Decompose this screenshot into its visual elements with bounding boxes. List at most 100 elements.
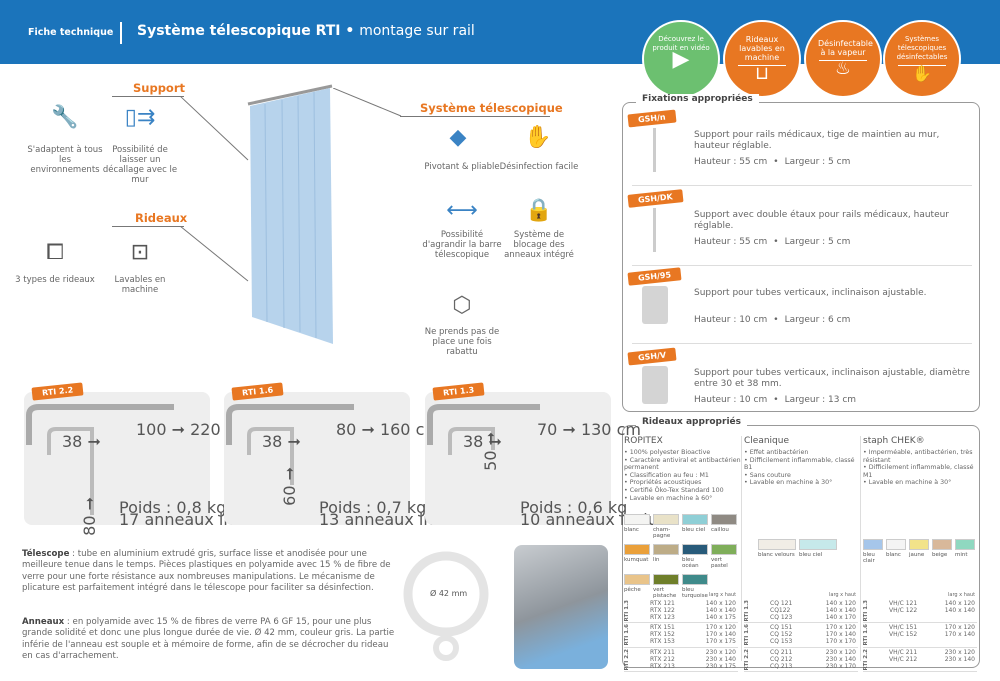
dim-header: larg x haut	[829, 592, 857, 598]
swatch-name: mint	[955, 552, 968, 558]
brand-name: staph CHEK®	[863, 436, 925, 446]
badge-label: Découvrez le produit en vidéo	[652, 35, 710, 52]
wash-basin-icon: ⊔	[754, 63, 770, 84]
reference-code: CQ 211	[770, 648, 793, 656]
badge-label: Rideaux lavables en machine	[739, 35, 785, 62]
rideaux-underline	[112, 226, 184, 227]
model-label: RTI 1.6	[744, 624, 750, 646]
model-label: RTI 1.3	[624, 600, 630, 622]
reference-size: 170 x 140	[825, 631, 856, 639]
feature-list: • Effet antibactérien • Difficilement inf…	[744, 449, 862, 487]
drop-label: 80 ➞	[80, 497, 99, 536]
feature-list: • Imperméable, antibactérien, très résis…	[863, 449, 981, 487]
ring-illustration	[403, 551, 489, 661]
swatch-name: blanc	[624, 527, 639, 533]
reference-table: RTI 1.3 VH/C 121 VH/C 122 140 x 120 140 x 14…	[863, 599, 977, 673]
swatch-name: blanc velours	[758, 552, 795, 558]
feature-item: • Difficilement inflammable, classé B1	[744, 456, 855, 472]
color-swatch: vert pistache	[653, 574, 679, 604]
table-group: RTI 2.2 CQ 211 CQ 212 CQ 213 230 x 120 230 x …	[744, 648, 858, 673]
reference-size: 170 x 170	[825, 638, 856, 646]
swatch-color	[932, 539, 952, 550]
fixations-box	[622, 102, 980, 412]
telescopique-title: Système télescopique	[420, 101, 563, 115]
curtain-brand: ROPITEX • 100% polyester Bioactive • Carac…	[624, 436, 742, 502]
model-card	[425, 392, 611, 525]
feature-item: • Lavable en machine à 60°	[624, 494, 713, 502]
weight-label: Poids : 0,7 kg	[319, 498, 427, 517]
reference-size: 170 x 120	[705, 624, 736, 632]
reference-table: RTI 1.3 RTX 121 RTX 122 RTX 123 140 x 120 140…	[624, 599, 738, 673]
swatch-color	[624, 574, 650, 585]
color-swatch: bleu ciel	[799, 539, 837, 569]
support-underline	[112, 96, 184, 97]
disinfect-badge: Systèmes télescopiques désinfectables ✋	[883, 20, 961, 98]
ring-diameter: Ø 42 mm	[430, 589, 468, 598]
reference-size: 140 x 140	[705, 607, 736, 614]
rail-drawing	[26, 404, 174, 515]
fixation-description: Support pour rails médicaux, tige de mai…	[694, 130, 940, 151]
fixation-description: Support pour tubes verticaux, inclinaiso…	[694, 288, 927, 298]
wipe-hand-icon: ✋	[912, 64, 932, 83]
reference-size: 140 x 140	[825, 607, 856, 614]
color-swatch: bleu turquoise	[682, 574, 708, 604]
model-label: RTI 1.3	[744, 600, 750, 622]
dim-header: larg x haut	[709, 592, 737, 598]
fixation-dimensions: Hauteur : 55 cm • Largeur : 5 cm	[694, 237, 850, 247]
model-label: RTI 2.2	[624, 648, 630, 671]
dim-sep: •	[773, 237, 779, 247]
fixation-separator	[632, 265, 972, 266]
reference-code: VH/C 211	[889, 648, 918, 656]
telescopique-leader-line	[333, 88, 402, 117]
cube-icon: ⬡	[452, 293, 472, 318]
drop-label: 60 ➞	[280, 467, 299, 506]
model-card	[24, 392, 210, 525]
sizes: 170 x 120 170 x 140	[930, 624, 975, 645]
badge-label: Désinfectable à la vapeur	[818, 39, 873, 57]
color-swatch: blanc	[624, 514, 650, 544]
range-label: 70 ➞ 130 cm	[537, 420, 641, 439]
feature-item: • Certifié Öko-Tex Standard 100	[624, 486, 724, 494]
swatch-name: caillou	[711, 527, 729, 533]
color-swatch: lin	[653, 544, 679, 574]
dim-sep: •	[773, 395, 779, 405]
swatch-color	[624, 544, 650, 555]
brand-name: Cleanique	[744, 436, 789, 446]
feature-item: • Lavable en machine à 30°	[863, 479, 952, 487]
color-swatch: kumquat	[624, 544, 650, 574]
telescope-label: Télescope	[22, 549, 70, 559]
reference-code: CQ 152	[770, 631, 793, 639]
table-group: RTI 2.2 VH/C 211 VH/C 212 230 x 120 230 x 14…	[863, 648, 977, 673]
swatch-grid: bleu clair blanc jaune beige mint	[863, 539, 981, 569]
feature-label: Possibilité d'agrandir la barre télescop…	[422, 230, 502, 260]
color-swatch: bleu océan	[682, 544, 708, 574]
color-swatch: caillou	[711, 514, 737, 544]
rotate-icon: ◆	[449, 125, 467, 150]
anneaux-description: Anneaux : en polyamide avec 15 % de fibr…	[22, 617, 397, 662]
swatch-name: bleu clair	[863, 552, 875, 564]
table-group: RTI 1.6 CQ 151 CQ 152 CQ 153 170 x 120 170 x …	[744, 623, 858, 648]
color-swatch: blanc	[886, 539, 906, 569]
reference-table: RTI 1.3 CQ 121 CQ122 CQ 123 140 x 120 140 x 1…	[744, 599, 858, 673]
reference-code: VH/C 212	[889, 655, 918, 663]
feature-item: • Effet antibactérien	[744, 449, 809, 456]
reference-size: 170 x 140	[944, 631, 975, 639]
title-sep: •	[345, 23, 355, 39]
dim-header: larg x haut	[948, 592, 976, 598]
reference-code: RTX 153	[650, 638, 675, 646]
weight-label: Poids : 0,6 kg	[520, 498, 628, 517]
video-badge[interactable]: Découvrez le produit en vidéo ▶	[642, 20, 720, 98]
reference-code: VH/C 151	[889, 624, 918, 632]
sizes: 140 x 120 140 x 140 140 x 175	[691, 600, 736, 621]
brand-name: ROPITEX	[624, 436, 663, 446]
curtains-box	[622, 425, 980, 668]
reference-size: 170 x 120	[825, 624, 856, 632]
page-title: Système télescopique RTI • montage sur r…	[137, 23, 475, 39]
feature-label: Désinfection facile	[499, 162, 579, 172]
reference-code: CQ 123	[770, 614, 793, 621]
feature-label: Système de blocage des anneaux intégré	[504, 230, 574, 260]
reference-size: 230 x 140	[705, 655, 736, 663]
swatch-color	[711, 544, 737, 555]
model-label: RTI 1.3	[863, 600, 869, 622]
model-card	[224, 392, 410, 525]
